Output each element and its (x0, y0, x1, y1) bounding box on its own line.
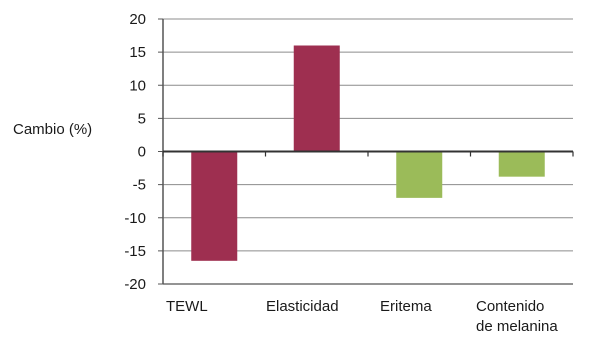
axes (158, 18, 574, 285)
bar (293, 45, 340, 152)
y-axis-label: Cambio (%) (13, 121, 92, 138)
x-category-label: Elasticidad (266, 298, 339, 315)
y-tick-label: -10 (124, 210, 146, 227)
y-tick-label: -20 (124, 276, 146, 293)
y-tick-label: 5 (138, 110, 146, 127)
y-tick-label: 20 (129, 11, 146, 28)
bar (498, 151, 545, 177)
y-tick-label: -15 (124, 243, 146, 260)
y-tick-label: -5 (133, 177, 146, 194)
y-tick-label: 15 (129, 44, 146, 61)
x-category-labels: TEWL Elasticidad Eritema Contenido de melani… (166, 298, 558, 335)
bar (191, 151, 238, 261)
y-tick-labels: 20 15 10 5 0 -5 -10 -15 -20 (124, 11, 146, 293)
bar (396, 151, 443, 198)
x-category-label: Eritema (380, 298, 432, 315)
y-tick-label: 10 (129, 77, 146, 94)
x-category-label: Contenido (476, 298, 544, 315)
x-category-label: TEWL (166, 298, 208, 315)
x-category-label: de melanina (476, 318, 558, 335)
y-tick-label: 0 (138, 144, 146, 161)
bars (191, 45, 545, 261)
